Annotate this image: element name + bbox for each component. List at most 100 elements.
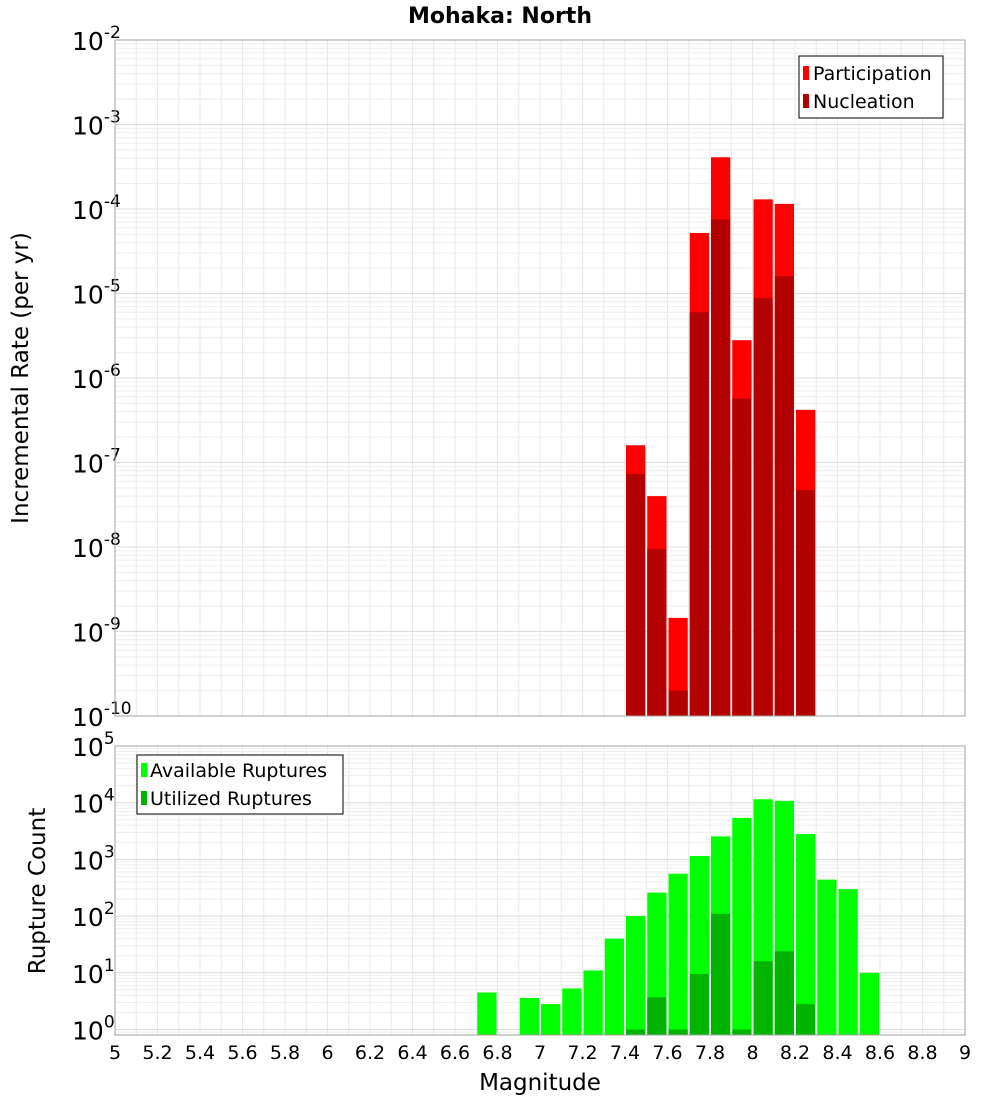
nucleation-bar [711,219,731,717]
y-tick-base: 10 [72,733,104,762]
nucleation-bar [668,690,688,716]
y-tick-label: 10-8 [72,530,121,563]
utilized-ruptures-bar [753,961,773,1035]
y-tick-label: 100 [72,1013,115,1046]
available-ruptures-bar [604,938,624,1035]
legend-swatch-utilized [141,791,147,805]
x-tick-label: 6.4 [397,1042,427,1064]
chart-title: Mohaka: North [408,4,592,29]
y-tick-label: 103 [72,842,115,875]
x-tick-label: 6.8 [482,1042,512,1064]
utilized-ruptures-bar [668,1029,688,1035]
y-tick-exponent: -3 [104,108,121,128]
rate-y-axis-label: Incremental Rate (per yr) [8,232,34,524]
y-tick-label: 102 [72,899,115,932]
legend-swatch-available [141,763,147,777]
x-tick-label: 7.2 [567,1042,597,1064]
x-tick-label: 5.4 [185,1042,215,1064]
y-tick-base: 10 [72,365,104,394]
legend-swatch-participation [803,66,809,80]
available-ruptures-bar [477,992,497,1035]
y-tick-exponent: -8 [104,530,121,550]
y-tick-base: 10 [72,790,104,819]
y-tick-base: 10 [72,1017,104,1046]
available-ruptures-bar [859,972,879,1035]
nucleation-bar [796,490,816,716]
nucleation-bar [774,276,794,716]
legend-swatch-nucleation [803,94,809,108]
y-tick-exponent: -5 [104,277,121,297]
rupture-legend-box [136,754,344,815]
y-tick-exponent: 1 [104,956,115,976]
y-tick-exponent: 3 [104,842,115,862]
nucleation-bar [689,312,709,716]
available-ruptures-bar [583,970,603,1035]
available-ruptures-bar [817,879,837,1035]
x-tick-label: 7.6 [652,1042,682,1064]
y-tick-label: 10-10 [72,699,132,732]
y-tick-exponent: 4 [104,786,115,806]
y-tick-base: 10 [72,450,104,479]
y-tick-label: 105 [72,729,115,762]
y-tick-exponent: -10 [104,699,132,719]
y-tick-exponent: -7 [104,446,121,466]
available-ruptures-bar [519,997,539,1035]
magnitude-x-tick-labels: 5 5.2 5.4 5.6 5.8 6 6.2 6.4 6.6 6.8 7 7.2 7.4 7.6 7.8 8… [109,1042,971,1064]
legend-label-nucleation: Nucleation [813,91,915,113]
y-tick-label: 104 [72,786,115,819]
y-tick-label: 10-3 [72,108,121,141]
utilized-ruptures-bar [647,997,667,1035]
available-ruptures-bar [838,889,858,1035]
x-tick-label: 7.8 [695,1042,725,1064]
available-ruptures-bar [562,988,582,1035]
plot-frame [114,745,966,1036]
nucleation-bar [626,474,646,716]
y-tick-exponent: 2 [104,899,115,919]
y-tick-base: 10 [72,846,104,875]
legend-label-available: Available Ruptures [150,760,327,782]
y-tick-base: 10 [72,281,104,310]
y-tick-label: 101 [72,956,115,989]
y-tick-base: 10 [72,196,104,225]
available-ruptures-bar [732,817,752,1035]
x-tick-label: 5.2 [142,1042,172,1064]
utilized-ruptures-bar [732,1029,752,1035]
rupture-legend: Available Ruptures Utilized Ruptures [136,754,344,815]
y-tick-label: 10-5 [72,277,121,310]
y-tick-label: 10-7 [72,446,121,479]
x-tick-label: 9 [959,1042,971,1064]
x-tick-label: 6.6 [440,1042,470,1064]
y-tick-base: 10 [72,534,104,563]
utilized-ruptures-bar [774,951,794,1035]
y-tick-label: 10-2 [72,23,121,56]
y-tick-base: 10 [72,112,104,141]
x-tick-label: 8 [746,1042,758,1064]
available-ruptures-bar [668,873,688,1035]
y-tick-exponent: -9 [104,615,121,635]
x-tick-label: 8.4 [822,1042,852,1064]
rate-legend: Participation Nucleation [798,55,944,119]
x-tick-label: 8.8 [907,1042,937,1064]
utilized-ruptures-bar [689,974,709,1035]
rate-y-tick-labels: 10-210-310-410-510-610-710-810-910-10 [72,23,132,732]
y-tick-exponent: -2 [104,23,121,43]
legend-label-utilized: Utilized Ruptures [150,788,312,810]
y-tick-label: 10-4 [72,192,121,225]
y-tick-base: 10 [72,27,104,56]
plot-frame [114,39,966,717]
y-tick-exponent: 0 [104,1013,115,1033]
x-tick-label: 7.4 [610,1042,640,1064]
x-axis-label: Magnitude [479,1070,601,1096]
x-tick-label: 6.2 [355,1042,385,1064]
available-ruptures-bar [541,1004,561,1035]
rate-grid [114,40,966,717]
x-tick-label: 5 [109,1042,121,1064]
y-tick-exponent: -6 [104,361,121,381]
y-tick-base: 10 [72,960,104,989]
rate-legend-box [798,55,944,119]
x-tick-label: 8.2 [780,1042,810,1064]
